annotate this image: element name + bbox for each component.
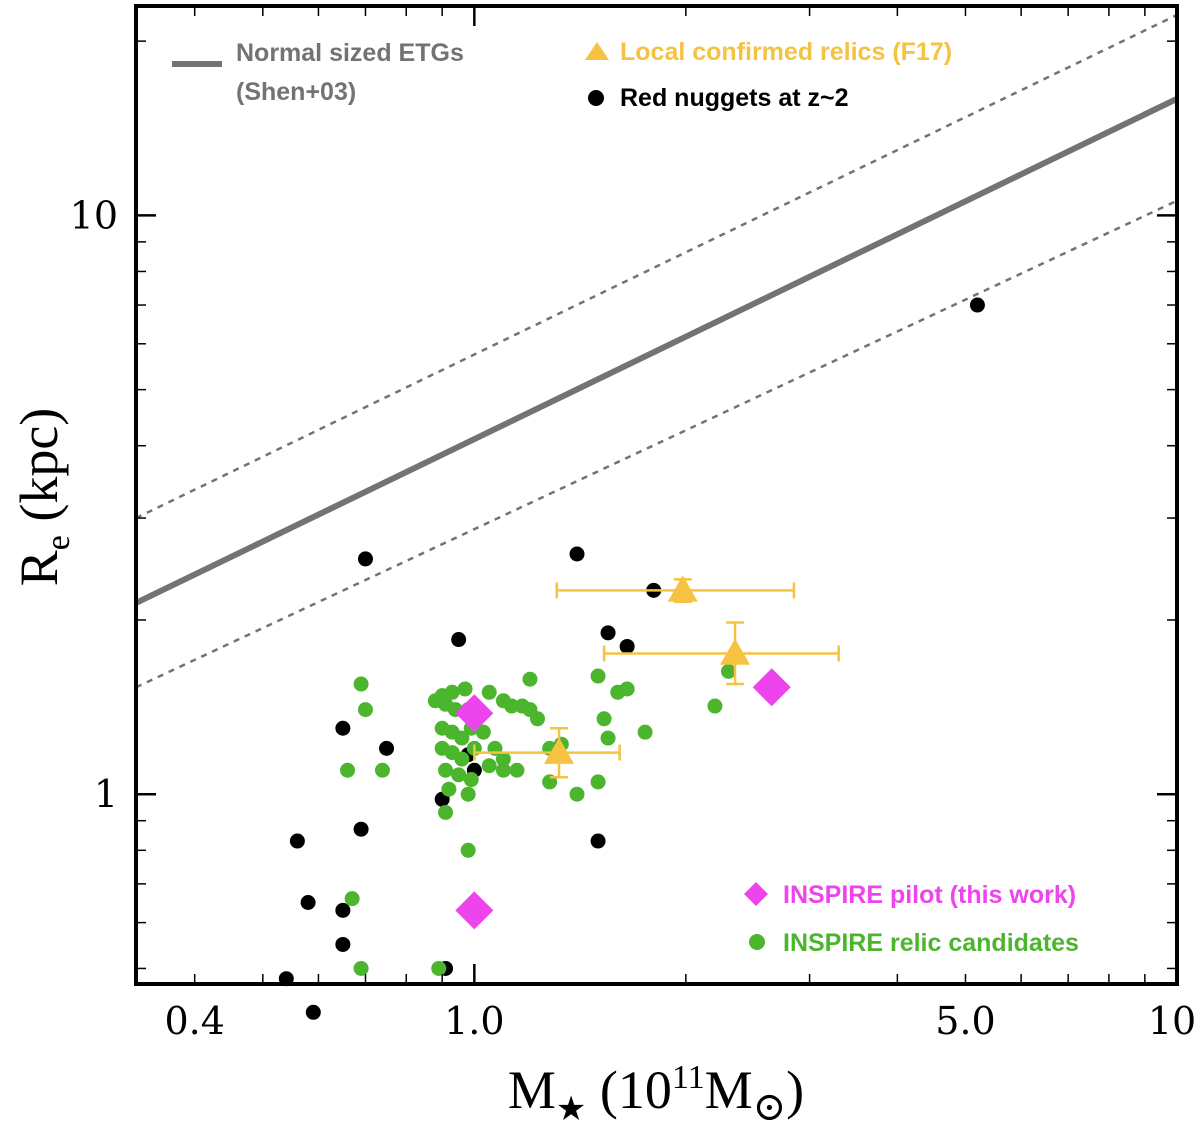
inspire-pilot-point [752, 668, 791, 707]
relic-candidate-point [530, 711, 546, 727]
relic-point [667, 575, 698, 602]
relic-candidate-point [495, 762, 511, 778]
red-nugget-point [289, 833, 305, 849]
relic-candidate-point [707, 698, 723, 714]
red-nugget-point [305, 1004, 321, 1020]
relic-candidate-point [451, 767, 467, 783]
legend-candidates-swatch [749, 934, 765, 950]
shen03-scatter-lower-line [136, 199, 1177, 689]
relic-candidate-point [444, 684, 460, 700]
shen03-relation-line [136, 96, 1177, 606]
y-tick-labels: 1 10 [70, 193, 118, 816]
series-red-nuggets [278, 297, 985, 1020]
x-tick-label: 5.0 [935, 999, 995, 1043]
legend-top-left: Normal sized ETGs (Shen+03) [172, 39, 464, 106]
series-inspire-relic-candidates [340, 663, 737, 976]
legend-relation-label: Normal sized ETGs [236, 39, 464, 67]
y-axis-label: Re (kpc) [9, 408, 77, 587]
relic-candidate-point [495, 751, 511, 767]
relic-candidate-point [509, 762, 525, 778]
relic-candidate-point [475, 724, 491, 740]
inspire-pilot-point [455, 891, 494, 930]
legend-relics-label: Local confirmed relics (F17) [620, 38, 952, 66]
red-nugget-point [335, 720, 351, 736]
relic-candidate-point [460, 786, 476, 802]
relic-point [720, 638, 751, 665]
red-nugget-point [357, 551, 373, 567]
relic-candidate-point [600, 730, 616, 746]
plot-frame [134, 4, 1179, 986]
relic-candidate-point [454, 751, 470, 767]
legend-nuggets-swatch [588, 90, 604, 106]
relic-candidate-point [374, 762, 390, 778]
relic-candidate-point [340, 762, 356, 778]
red-nugget-point [379, 740, 395, 756]
relic-candidate-point [353, 676, 369, 692]
relic-candidate-point [431, 960, 447, 976]
legend-relation-label-line2: (Shen+03) [236, 78, 356, 106]
red-nugget-point [335, 936, 351, 952]
red-nugget-point [335, 902, 351, 918]
x-tick-label: 0.4 [164, 999, 224, 1043]
red-nugget-point [300, 894, 316, 910]
relic-candidate-point [438, 804, 454, 820]
x-tick-labels: 0.4 1.0 5.0 10 [164, 999, 1196, 1043]
relic-candidate-point [357, 702, 373, 718]
legend-top-right: Local confirmed relics (F17) Red nuggets… [585, 38, 952, 112]
relic-candidate-point [481, 684, 497, 700]
inspire-pilot-point [455, 694, 494, 733]
x-tick-label: 10 [1148, 999, 1196, 1043]
relic-candidate-point [569, 786, 585, 802]
relic-candidate-point [463, 772, 479, 788]
relic-candidate-point [619, 681, 635, 697]
series-inspire-pilot [455, 668, 791, 930]
y-tick-label: 1 [94, 772, 118, 816]
legend-pilot-label: INSPIRE pilot (this work) [783, 881, 1076, 909]
red-nugget-point [451, 632, 467, 648]
relic-candidate-point [344, 891, 360, 907]
relic-candidate-point [460, 842, 476, 858]
x-tick-label: 1.0 [444, 999, 504, 1043]
legend-pilot-swatch [744, 882, 768, 906]
legend-nuggets-label: Red nuggets at z~2 [620, 84, 849, 112]
red-nugget-point [569, 546, 585, 562]
relic-candidate-point [457, 681, 473, 697]
relic-candidate-point [441, 781, 457, 797]
relic-candidate-point [438, 762, 454, 778]
relic-candidate-point [590, 668, 606, 684]
red-nugget-point [600, 625, 616, 641]
relic-candidate-point [637, 724, 653, 740]
relic-candidate-point [504, 698, 520, 714]
relic-candidate-point [596, 711, 612, 727]
x-axis-label: M★ (1011M⊙) [508, 1059, 804, 1129]
legend-bottom-right: INSPIRE pilot (this work) INSPIRE relic … [744, 881, 1079, 957]
red-nugget-point [590, 833, 606, 849]
relic-point [544, 737, 575, 764]
relic-candidate-point [590, 774, 606, 790]
legend-candidates-label: INSPIRE relic candidates [783, 929, 1079, 957]
relic-candidate-point [481, 758, 497, 774]
relic-candidate-point [522, 671, 538, 687]
red-nugget-point [353, 821, 369, 837]
relic-candidate-point [454, 730, 470, 746]
relic-candidate-point [721, 663, 737, 679]
legend-relics-swatch [585, 42, 609, 60]
relic-candidate-point [353, 960, 369, 976]
y-tick-label: 10 [70, 193, 118, 237]
red-nugget-point [969, 297, 985, 313]
shen03-scatter-upper-line [136, 13, 1177, 520]
red-nugget-point [619, 638, 635, 654]
series-local-confirmed-relics [473, 575, 840, 779]
